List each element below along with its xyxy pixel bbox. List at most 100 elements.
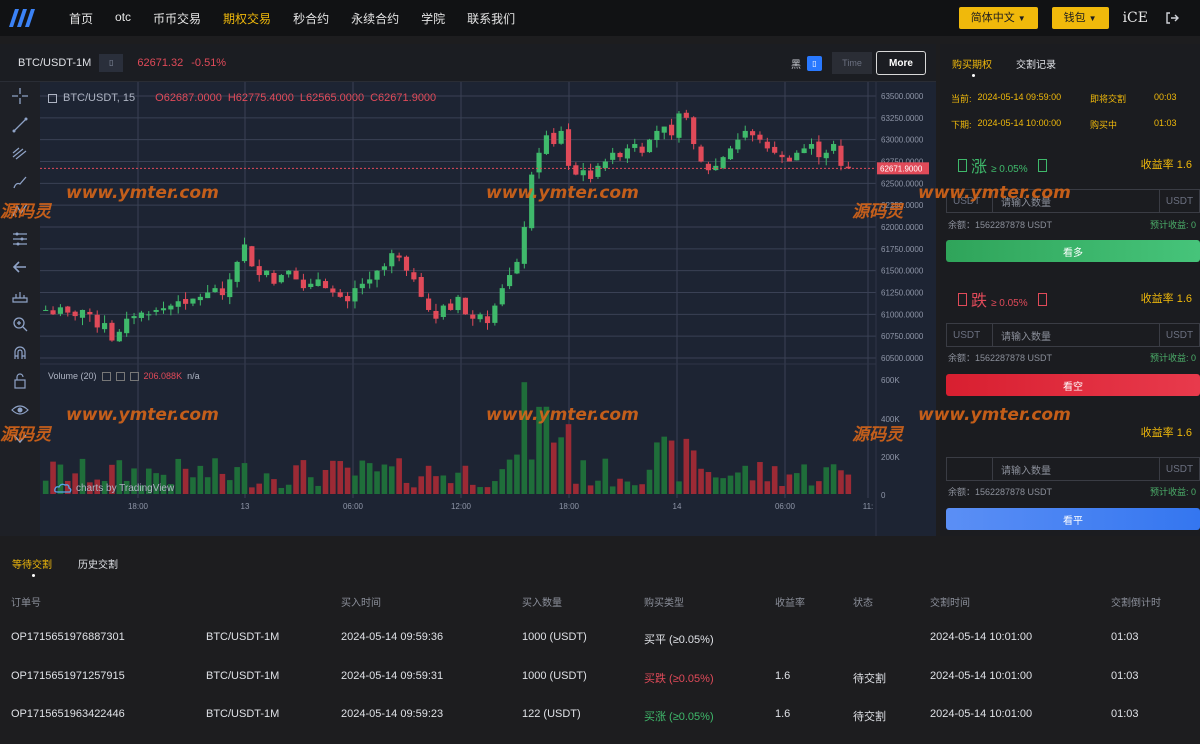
- next-time: 2024-05-14 10:00:00: [977, 118, 1062, 128]
- volume-bar: [484, 487, 491, 494]
- fib-icon[interactable]: [0, 139, 40, 168]
- candle-body: [845, 166, 851, 169]
- volume-bar: [109, 464, 115, 494]
- time-tick-label: 06:00: [775, 502, 796, 511]
- symbol-switch-icon[interactable]: ▯: [99, 53, 124, 72]
- candle-body: [543, 135, 549, 154]
- buy-down-button[interactable]: 看空: [946, 374, 1200, 396]
- price-chart[interactable]: 63500.0000 63250.0000 63000.0000 62750.0000…: [40, 82, 936, 536]
- ohlc-close: C62671.9000: [370, 92, 437, 104]
- tradingview-label: charts by TradingView: [76, 482, 175, 494]
- crosshair-icon[interactable]: [0, 82, 40, 111]
- arrow-left-icon[interactable]: [0, 253, 40, 282]
- volume-bar: [322, 469, 329, 494]
- price-tick-label: 62000.0000: [881, 223, 924, 232]
- candle-body: [764, 141, 770, 149]
- collapse-icon[interactable]: [48, 93, 57, 103]
- up-amount-input[interactable]: 请输入数量: [1001, 197, 1051, 209]
- volume-bar: [256, 483, 263, 494]
- language-select[interactable]: 简体中文 ▼: [958, 7, 1038, 29]
- tab-delivery-records[interactable]: 交割记录: [1016, 59, 1056, 71]
- symbol-name[interactable]: BTC/USDT-1M: [18, 56, 92, 69]
- tab-pending-delivery[interactable]: 等待交割: [12, 556, 52, 577]
- down-title: 跌: [971, 293, 988, 310]
- more-button[interactable]: More: [876, 51, 926, 75]
- current-period: 当前: 2024-05-14 09:59:00 即将交割 00:03: [951, 92, 1177, 105]
- chart-svg: 63500.0000 63250.0000 63000.0000 62750.0000…: [40, 82, 929, 536]
- volume-bar: [50, 461, 56, 494]
- price-tick-label: 63500.0000: [881, 92, 924, 101]
- price-tick-label: 61250.0000: [881, 289, 924, 298]
- candle-body: [455, 296, 461, 311]
- price-tick-label: 63250.0000: [881, 114, 924, 123]
- nav-item[interactable]: 期权交易: [223, 11, 272, 26]
- nav-item[interactable]: 币币交易: [153, 11, 202, 26]
- candle-body: [507, 275, 513, 287]
- cell-countdown: 01:03: [1111, 631, 1139, 643]
- theme-label: 黑: [791, 59, 801, 71]
- tab-history-delivery[interactable]: 历史交割: [78, 560, 118, 571]
- volume-bar: [168, 484, 174, 494]
- volume-bar: [219, 473, 226, 494]
- volume-bar: [87, 482, 93, 494]
- down-amount-input[interactable]: 请输入数量: [1001, 331, 1051, 343]
- flat-amount-input[interactable]: 请输入数量: [1001, 465, 1051, 477]
- eye-icon[interactable]: [0, 396, 40, 425]
- volume-bar: [676, 481, 682, 494]
- nav-item[interactable]: 学院: [421, 11, 446, 26]
- candle-body: [558, 130, 564, 144]
- nav-item[interactable]: 秒合约: [293, 11, 330, 26]
- chevron-down-icon[interactable]: [0, 424, 40, 453]
- candle-body: [484, 316, 491, 324]
- volume-bar: [668, 440, 675, 494]
- volume-bar: [764, 481, 771, 494]
- nav-item[interactable]: 永续合约: [351, 11, 400, 26]
- volume-bar: [654, 442, 660, 494]
- price-tick-label: 61500.0000: [881, 267, 924, 276]
- candle-body: [742, 130, 748, 138]
- lock-icon[interactable]: [0, 367, 40, 396]
- nav-item[interactable]: 联系我们: [467, 11, 516, 26]
- time-button[interactable]: Time: [832, 52, 872, 74]
- candle-body: [565, 129, 572, 166]
- volume-bar: [808, 485, 815, 494]
- column-header: 交割倒计时: [1111, 598, 1161, 609]
- close-icon[interactable]: [129, 371, 139, 381]
- down-balance: 余额：1562287878 USDT: [948, 353, 1053, 363]
- candle-body: [669, 124, 675, 136]
- cell-deliver: 2024-05-14 10:01:00: [930, 631, 1033, 643]
- up-currency-box: USDT: [947, 190, 993, 212]
- theme-toggle[interactable]: ▯: [807, 55, 822, 71]
- zoom-icon[interactable]: [0, 310, 40, 339]
- candle-body: [551, 132, 557, 145]
- wallet-button[interactable]: 钱包 ▼: [1051, 7, 1109, 29]
- ruler-icon[interactable]: [0, 282, 40, 311]
- buy-up-button[interactable]: 看多: [946, 240, 1200, 262]
- tradingview-logo[interactable]: charts by TradingView: [54, 482, 174, 494]
- volume-na: n/a: [187, 371, 200, 381]
- tab-buy-option[interactable]: 购买期权: [952, 56, 992, 77]
- current-label: 当前:: [951, 94, 972, 104]
- trend-line-icon[interactable]: [0, 111, 40, 140]
- option-panel: 购买期权 交割记录 当前: 2024-05-14 09:59:00 即将交割 0…: [940, 44, 1200, 536]
- brush-icon[interactable]: [0, 168, 40, 197]
- nav-item[interactable]: otc: [115, 9, 132, 24]
- logout-icon[interactable]: [1164, 10, 1180, 26]
- volume-bar: [175, 458, 182, 494]
- next-period: 下期: 2024-05-14 10:00:00 购买中 01:03: [951, 118, 1177, 131]
- down-currency-box: USDT: [947, 324, 993, 346]
- buy-flat-button[interactable]: 看平: [946, 508, 1200, 530]
- settings-icon[interactable]: [101, 371, 111, 381]
- logo[interactable]: [0, 0, 44, 36]
- hide-icon[interactable]: [115, 371, 125, 381]
- cell-status: 待交割: [853, 672, 886, 685]
- user-name[interactable]: iCE: [1122, 10, 1148, 26]
- candle-body: [477, 314, 483, 320]
- up-amount-row: USDT 请输入数量 USDT: [946, 189, 1200, 213]
- magnet-icon[interactable]: [0, 339, 40, 368]
- nav-item[interactable]: 首页: [69, 11, 94, 26]
- cell-status: 待交割: [853, 711, 886, 723]
- pattern-icon[interactable]: [0, 196, 40, 225]
- column-header: 购买类型: [644, 598, 684, 609]
- measure-icon[interactable]: [0, 225, 40, 254]
